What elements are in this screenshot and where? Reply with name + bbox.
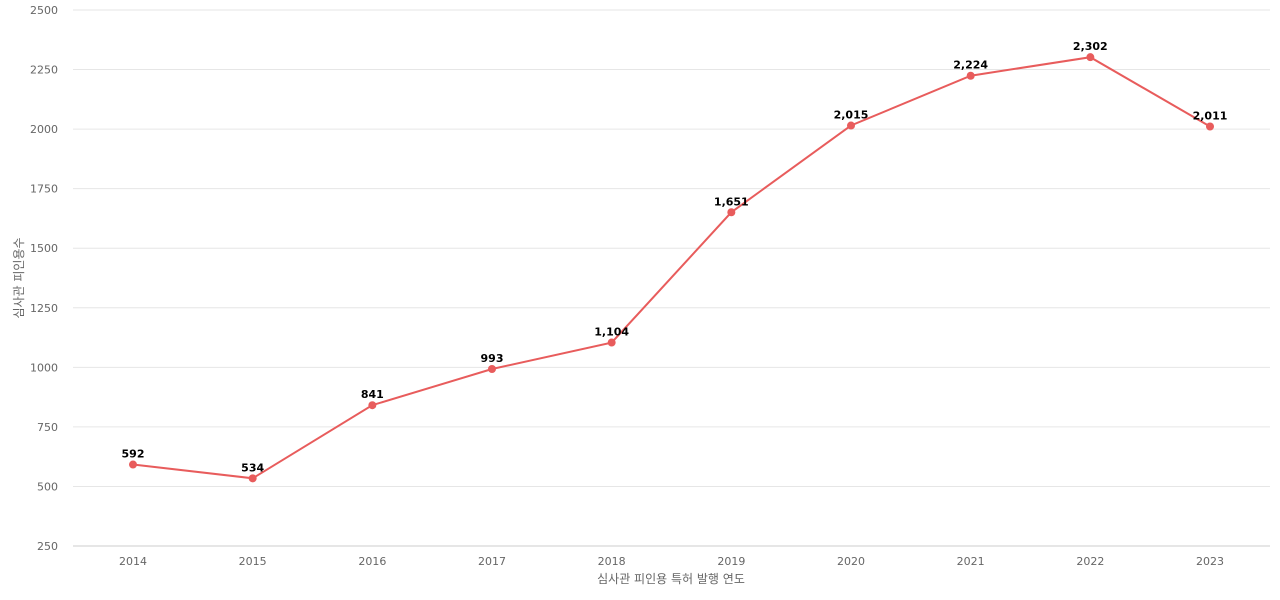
x-axis-title: 심사관 피인용 특허 발행 연도 (597, 571, 745, 586)
y-tick-label: 2000 (30, 123, 58, 136)
data-point (966, 71, 975, 80)
data-label: 592 (122, 448, 145, 461)
y-tick-label: 250 (37, 540, 58, 553)
data-label: 993 (481, 352, 504, 365)
data-point (129, 460, 137, 469)
x-tick-label: 2019 (717, 555, 745, 568)
data-point (368, 401, 377, 410)
grid-lines (73, 9, 1270, 487)
x-tick-label: 2018 (598, 555, 626, 568)
y-axis-title: 심사관 피인용수 (12, 237, 26, 318)
y-tick-label: 1500 (30, 242, 58, 255)
data-point (847, 121, 855, 130)
data-label: 1,104 (594, 326, 629, 339)
data-label: 1,651 (714, 195, 749, 208)
y-tick-label: 1250 (30, 302, 58, 315)
data-point (607, 338, 616, 347)
data-point (1206, 122, 1214, 131)
y-tick-label: 2250 (30, 64, 58, 77)
data-point (727, 208, 736, 217)
x-tick-label: 2014 (119, 555, 147, 568)
x-tick-label: 2020 (837, 555, 865, 568)
data-labels: 592 534 841 993 1,104 1,651 2,015 2,224 2,302 2,0… (122, 40, 1228, 474)
data-label: 2,224 (953, 59, 988, 72)
x-tick-label: 2022 (1076, 555, 1104, 568)
data-point (248, 474, 257, 483)
y-axis-ticks: 250 500 750 1000 1250 1500 1750 2000 2250 2500 (30, 4, 58, 553)
x-tick-label: 2021 (957, 555, 985, 568)
data-point (488, 365, 496, 374)
y-tick-label: 500 (37, 480, 58, 493)
data-label: 534 (241, 461, 264, 474)
x-tick-label: 2015 (239, 555, 267, 568)
data-label: 841 (361, 388, 384, 401)
data-label: 2,015 (834, 109, 869, 122)
data-point (1086, 53, 1095, 62)
x-tick-label: 2017 (478, 555, 506, 568)
x-tick-label: 2023 (1196, 555, 1224, 568)
y-tick-label: 1000 (30, 361, 58, 374)
data-points (129, 53, 1214, 483)
x-axis-ticks: 2014 2015 2016 2017 2018 2019 2020 2021 2022 2023 (119, 555, 1224, 568)
y-tick-label: 1750 (30, 183, 58, 196)
data-label: 2,302 (1073, 40, 1108, 53)
series-line (132, 56, 1211, 480)
y-tick-label: 750 (37, 421, 58, 434)
x-tick-label: 2016 (358, 555, 386, 568)
data-label: 2,011 (1193, 109, 1228, 122)
y-tick-label: 2500 (30, 4, 58, 17)
